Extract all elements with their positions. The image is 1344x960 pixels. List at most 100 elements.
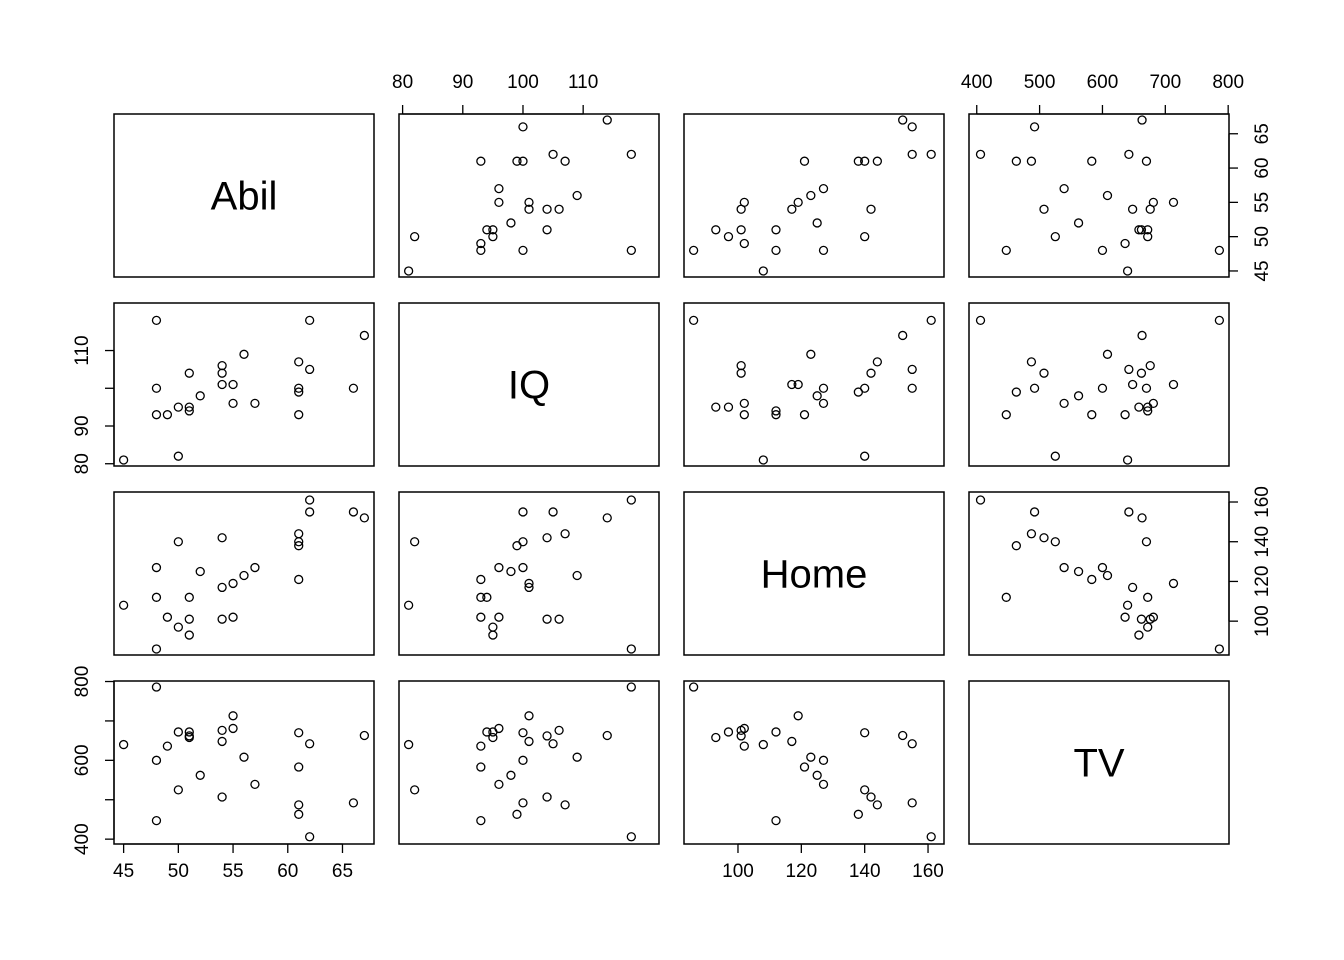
point-iq-vs-abil-7: [294, 410, 304, 420]
point-iq-vs-tv-13: [1127, 379, 1138, 390]
panel-abil-home: [683, 113, 945, 278]
x-tick-label-iq-110: 110: [568, 72, 598, 93]
y-tick-label-abil-55: 55: [1252, 192, 1273, 213]
point-tv-vs-home-15: [860, 785, 870, 795]
point-abil-vs-home-24: [736, 204, 746, 214]
point-tv-vs-home-14: [771, 815, 781, 826]
point-abil-vs-tv-3: [1122, 266, 1133, 276]
point-iq-vs-tv-9: [1120, 410, 1130, 420]
y-tick-label-abil-50: 50: [1252, 226, 1273, 247]
point-abil-vs-iq-15: [409, 232, 420, 242]
diagonal-label-iq: IQ: [508, 364, 550, 408]
point-home-vs-abil-21: [305, 507, 315, 517]
point-tv-vs-home-12: [688, 682, 699, 692]
point-home-vs-iq-6: [542, 614, 552, 624]
point-iq-vs-abil-21: [305, 364, 315, 375]
point-abil-vs-home-9: [739, 238, 749, 249]
point-tv-vs-iq-26: [488, 732, 498, 743]
point-iq-vs-home-4: [818, 383, 829, 393]
point-tv-vs-home-25: [853, 809, 863, 819]
point-tv-vs-abil-10: [228, 723, 238, 734]
point-abil-vs-iq-16: [518, 156, 528, 166]
point-home-vs-tv-2: [1102, 570, 1113, 581]
point-iq-vs-home-18: [771, 406, 781, 416]
point-iq-vs-abil-16: [294, 383, 304, 393]
x-tick-label-tv-400: 400: [961, 72, 993, 93]
x-tick-label-home-100: 100: [722, 861, 754, 882]
point-tv-vs-iq-7: [476, 762, 486, 772]
point-tv-vs-iq-25: [512, 809, 522, 819]
point-home-vs-tv-6: [1136, 614, 1147, 624]
x-tick-label-abil-65: 65: [332, 861, 353, 882]
point-home-vs-abil-24: [217, 614, 227, 624]
point-home-vs-abil-13: [217, 582, 227, 593]
point-home-vs-abil-9: [162, 612, 173, 622]
point-iq-vs-home-15: [860, 451, 870, 461]
point-abil-vs-tv-6: [1136, 225, 1147, 235]
point-iq-vs-tv-19: [1039, 368, 1049, 378]
point-tv-vs-home-4: [818, 755, 829, 765]
point-iq-vs-tv-1: [1026, 357, 1037, 367]
y-tick-label-abil-60: 60: [1252, 157, 1273, 178]
point-abil-vs-home-2: [806, 190, 816, 201]
point-home-vs-iq-25: [512, 541, 522, 551]
panel-iq-iq: [398, 302, 660, 467]
point-iq-vs-abil-22: [359, 330, 370, 341]
point-abil-vs-tv-7: [1087, 156, 1097, 166]
point-iq-vs-abil-11: [305, 315, 315, 326]
point-tv-vs-home-26: [711, 732, 721, 743]
panel-iq-abil: [113, 302, 375, 467]
point-iq-vs-tv-5: [1059, 398, 1069, 409]
point-iq-vs-abil-8: [348, 383, 359, 393]
point-home-vs-abil-22: [359, 513, 370, 523]
point-home-vs-tv-16: [1141, 537, 1152, 547]
point-tv-vs-abil-1: [294, 800, 304, 810]
panel-abil-abil: [113, 113, 375, 278]
point-tv-vs-abil-19: [217, 792, 227, 802]
point-iq-vs-abil-12: [151, 315, 162, 326]
point-home-vs-abil-26: [184, 630, 194, 640]
point-home-vs-iq-11: [626, 495, 636, 505]
point-home-vs-abil-17: [195, 566, 205, 577]
point-abil-vs-tv-22: [1137, 115, 1147, 125]
point-home-vs-abil-15: [173, 537, 183, 547]
point-iq-vs-tv-17: [1073, 391, 1084, 401]
point-home-vs-tv-25: [1011, 541, 1021, 551]
point-abil-vs-iq-18: [482, 225, 492, 235]
point-iq-vs-tv-10: [1148, 398, 1159, 409]
point-iq-vs-home-7: [799, 410, 810, 420]
point-home-vs-iq-13: [524, 582, 534, 593]
point-abil-vs-tv-5: [1059, 183, 1069, 194]
y-tick-label-home-140: 140: [1252, 526, 1273, 558]
point-iq-vs-home-12: [688, 315, 699, 326]
point-iq-vs-abil-17: [195, 391, 205, 401]
point-abil-vs-home-22: [898, 115, 908, 125]
point-abil-vs-iq-2: [572, 190, 582, 201]
point-tv-vs-iq-4: [518, 755, 528, 765]
point-home-vs-tv-11: [975, 495, 986, 505]
point-abil-vs-iq-23: [488, 232, 498, 242]
point-tv-vs-abil-5: [250, 779, 260, 790]
x-tick-label-iq-80: 80: [392, 72, 413, 93]
point-home-vs-iq-2: [572, 570, 582, 581]
point-home-vs-tv-15: [1050, 537, 1060, 547]
point-abil-vs-home-6: [736, 225, 746, 235]
y-tick-label-tv-600: 600: [72, 744, 93, 776]
point-tv-vs-abil-7: [294, 762, 304, 772]
point-tv-vs-home-2: [806, 752, 816, 762]
point-tv-vs-abil-2: [239, 752, 249, 762]
point-abil-vs-tv-8: [1029, 122, 1040, 132]
point-home-vs-abil-23: [173, 622, 183, 632]
point-abil-vs-home-25: [853, 156, 863, 166]
point-abil-vs-home-15: [860, 232, 870, 242]
point-abil-vs-tv-26: [1134, 225, 1144, 235]
panel-home-iq: [398, 491, 660, 656]
point-iq-vs-tv-26: [1134, 402, 1144, 412]
point-tv-vs-iq-14: [476, 815, 486, 826]
x-tick-label-iq-90: 90: [452, 72, 473, 93]
point-home-vs-tv-13: [1127, 582, 1138, 593]
point-home-vs-iq-10: [494, 612, 504, 622]
point-tv-vs-abil-18: [184, 727, 194, 737]
point-tv-vs-home-13: [787, 736, 797, 747]
x-tick-label-tv-700: 700: [1149, 72, 1181, 93]
